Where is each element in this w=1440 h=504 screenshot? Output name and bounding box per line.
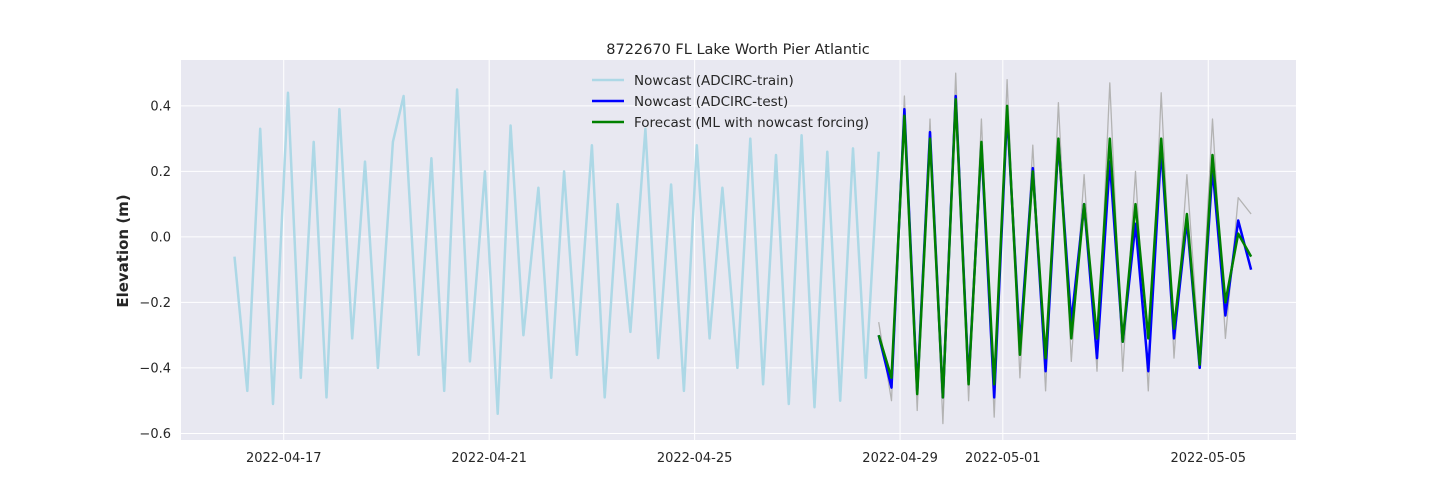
y-tick-label: −0.4 (139, 361, 171, 376)
series-layer (233, 72, 1253, 425)
x-tick-label: 2022-05-01 (965, 451, 1041, 466)
y-tick-label: 0.2 (150, 165, 171, 180)
y-tick-labels: −0.6 −0.4 −0.2 0.0 0.2 0.4 (139, 99, 171, 442)
x-tick-label: 2022-04-25 (657, 451, 733, 466)
y-tick-label: −0.2 (139, 296, 171, 311)
x-tick-labels: 2022-04-17 2022-04-21 2022-04-25 2022-04-29… (246, 451, 1246, 466)
series-line-2 (877, 98, 1253, 399)
series-line-0 (233, 88, 880, 416)
x-tick-label: 2022-04-29 (862, 451, 938, 466)
y-tick-label: 0.0 (150, 230, 171, 245)
y-tick-label: 0.4 (150, 99, 171, 114)
plot-area (181, 60, 1296, 440)
y-tick-label: −0.6 (139, 427, 171, 442)
legend: Nowcast (ADCIRC-train) Nowcast (ADCIRC-te… (592, 73, 869, 131)
x-tick-label: 2022-05-05 (1170, 451, 1246, 466)
y-axis-label: Elevation (m) (114, 194, 132, 307)
chart-title: 8722670 FL Lake Worth Pier Atlantic (606, 42, 870, 58)
legend-label: Nowcast (ADCIRC-test) (634, 94, 788, 110)
x-tick-label: 2022-04-17 (246, 451, 322, 466)
x-tick-label: 2022-04-21 (451, 451, 527, 466)
legend-label: Nowcast (ADCIRC-train) (634, 73, 794, 89)
legend-label: Forecast (ML with nowcast forcing) (634, 115, 869, 131)
